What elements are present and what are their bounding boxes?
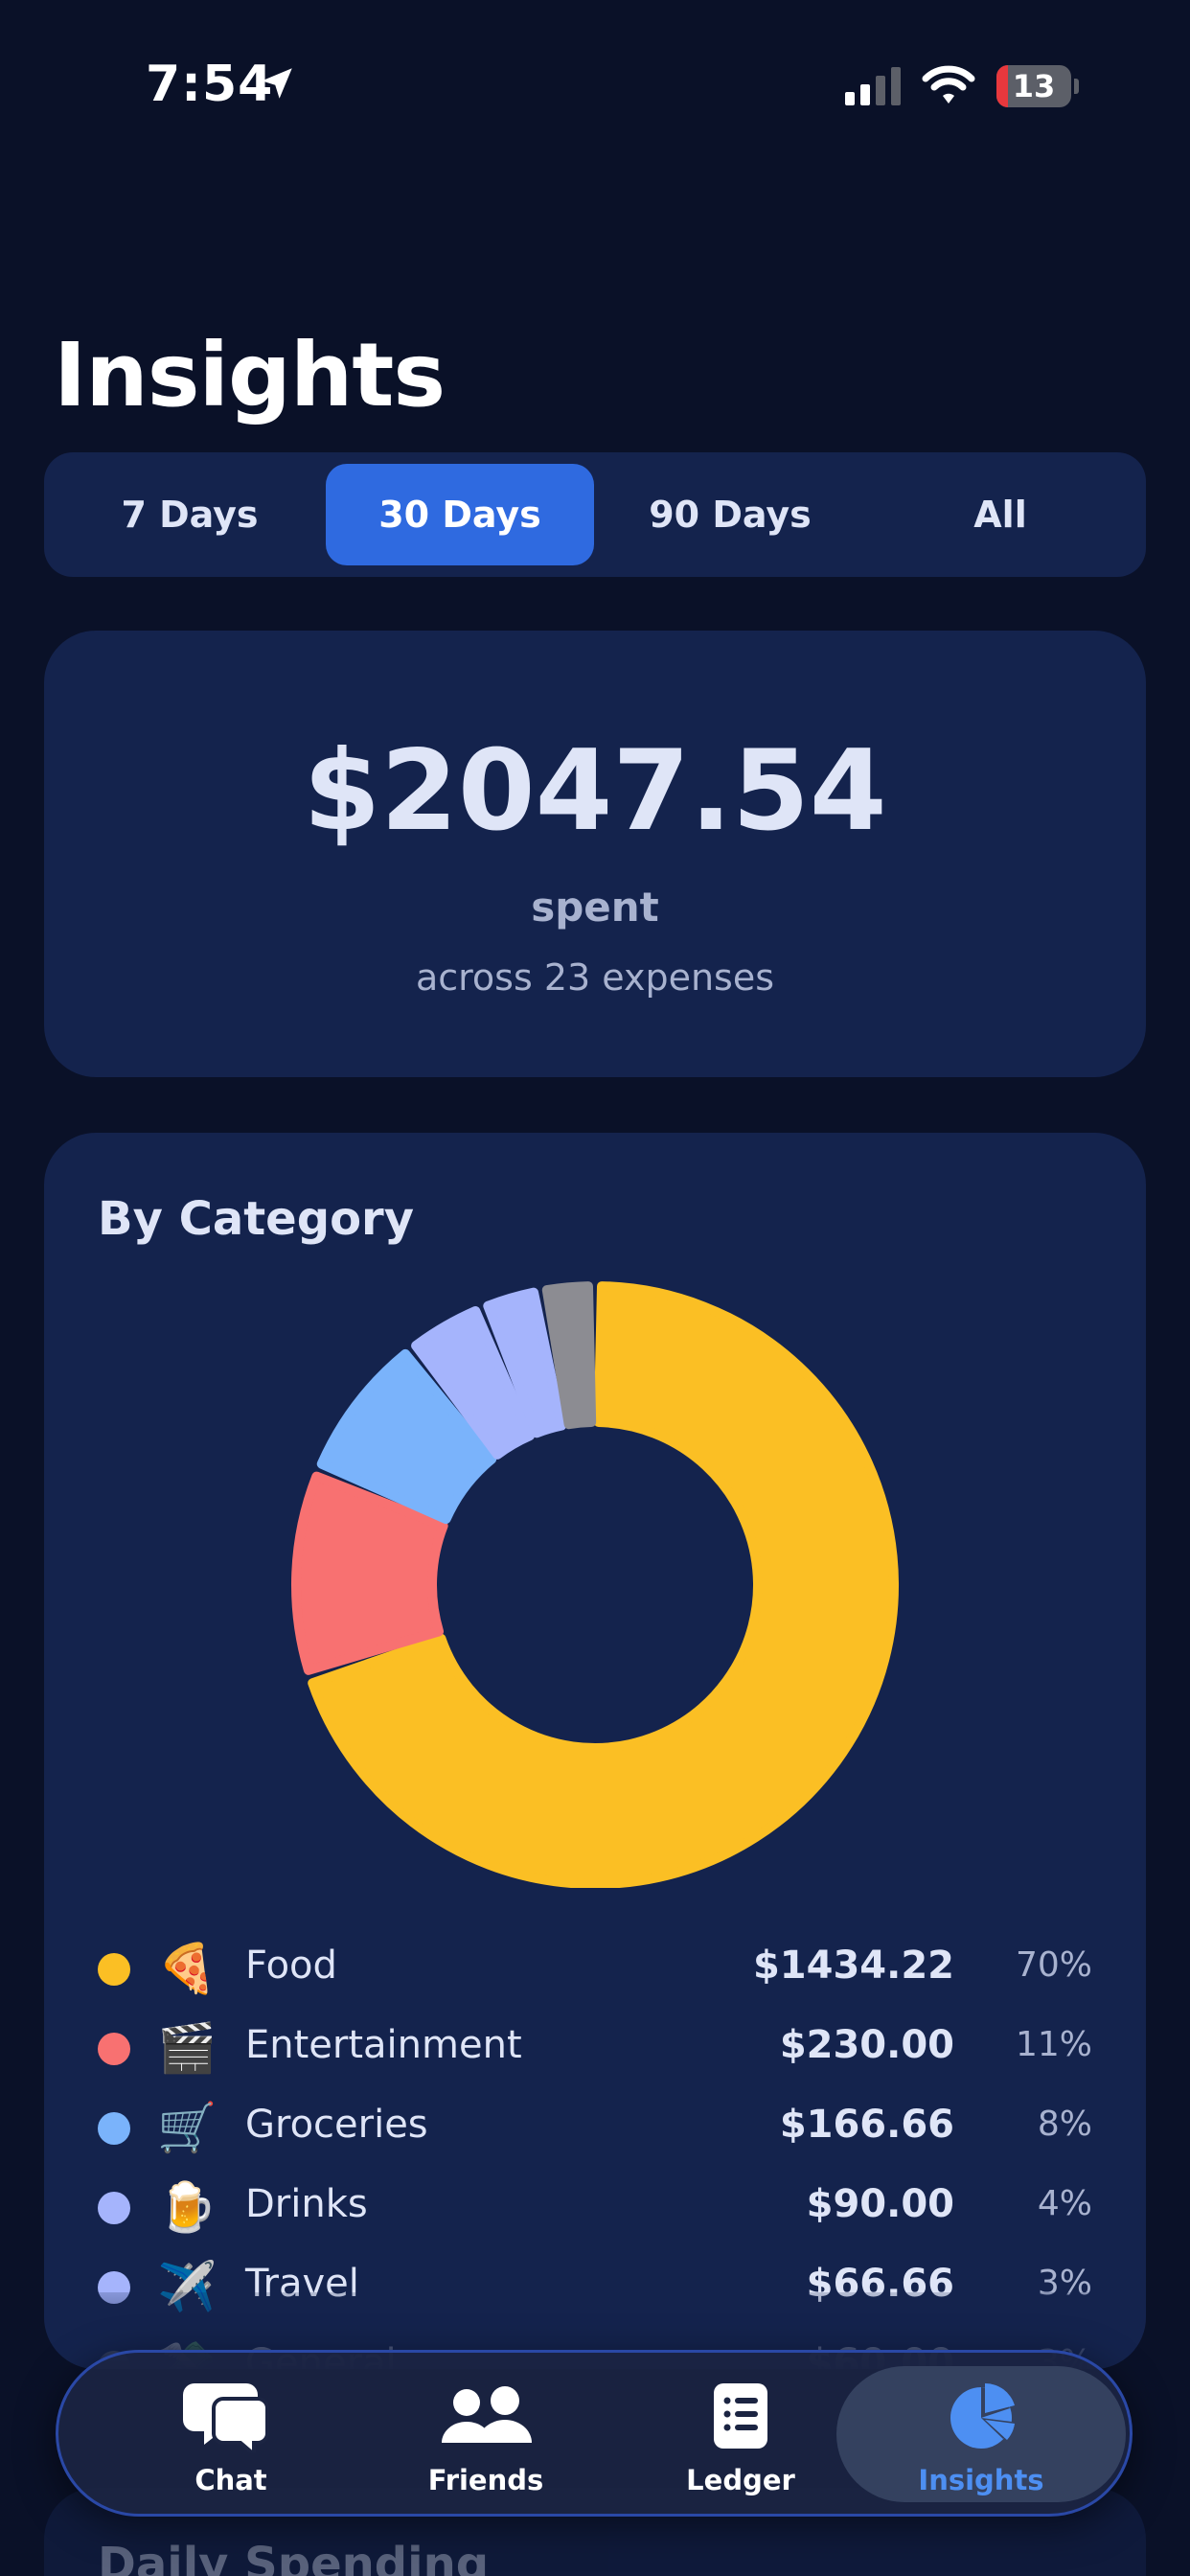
expense-count: across 23 expenses — [415, 956, 775, 999]
period-selector: 7 Days 30 Days 90 Days All — [44, 452, 1146, 577]
category-title: By Category — [98, 1192, 414, 1246]
list-document-icon — [714, 2383, 767, 2449]
tab-chat[interactable]: Chat — [106, 2353, 355, 2514]
battery-indicator: 13 — [996, 65, 1071, 107]
period-30-days[interactable]: 30 Days — [326, 464, 594, 565]
donut-slice-entertainment — [291, 1471, 448, 1675]
battery-fill — [996, 65, 1008, 107]
pie-chart-icon — [950, 2382, 1015, 2449]
category-name: Food — [245, 1944, 337, 1988]
period-all[interactable]: All — [973, 494, 1027, 536]
cellular-signal-icon — [845, 67, 901, 105]
tab-insights-label: Insights — [918, 2464, 1044, 2496]
legend-row[interactable]: 🛒 Groceries $166.66 8% — [44, 2089, 1146, 2168]
donut-slice-travel — [483, 1287, 567, 1438]
battery-cap — [1074, 79, 1079, 94]
donut-slice-general — [541, 1281, 597, 1430]
legend-row[interactable]: 🍺 Drinks $90.00 4% — [44, 2169, 1146, 2247]
tab-ledger[interactable]: Ledger — [616, 2353, 865, 2514]
category-emoji-icon: 🍺 — [157, 2179, 217, 2235]
category-amount: $230.00 — [779, 2023, 954, 2067]
period-7-days[interactable]: 7 Days — [121, 494, 259, 536]
category-name: Drinks — [245, 2182, 368, 2226]
tab-bar: Chat Friends Ledger Insights — [56, 2350, 1133, 2517]
legend-row[interactable]: 🍕 Food $1434.22 70% — [44, 1930, 1146, 2009]
daily-spending-title: Daily Spending — [98, 2538, 490, 2576]
category-amount: $90.00 — [806, 2182, 954, 2226]
wifi-icon — [922, 65, 975, 104]
category-amount: $1434.22 — [752, 1944, 954, 1988]
tab-friends[interactable]: Friends — [361, 2353, 610, 2514]
legend-color-dot — [98, 1953, 130, 1986]
period-90-days[interactable]: 90 Days — [649, 494, 812, 536]
category-emoji-icon: 🛒 — [157, 2100, 217, 2155]
category-percent: 11% — [1015, 2025, 1092, 2064]
donut-slice-food — [308, 1281, 899, 1888]
category-donut-chart — [291, 1281, 899, 1888]
legend-row[interactable]: 🎬 Entertainment $230.00 11% — [44, 2010, 1146, 2088]
tab-ledger-label: Ledger — [686, 2464, 795, 2496]
total-spent-card: $2047.54 spent across 23 expenses — [44, 631, 1146, 1077]
category-percent: 70% — [1015, 1945, 1092, 1985]
category-percent: 8% — [1037, 2104, 1092, 2144]
tab-friends-label: Friends — [427, 2464, 544, 2496]
category-emoji-icon: 🍕 — [157, 1941, 217, 1996]
category-amount: $166.66 — [779, 2103, 954, 2147]
category-card: By Category 🍕 Food $1434.22 70% 🎬 Entertainme… — [44, 1133, 1146, 2369]
chat-bubbles-icon — [183, 2383, 269, 2452]
category-name: Groceries — [245, 2103, 428, 2147]
total-label: spent — [531, 884, 659, 931]
status-bar: 7:54 13 — [0, 0, 1190, 172]
location-arrow-icon — [262, 68, 292, 99]
category-percent: 4% — [1037, 2184, 1092, 2223]
donut-slice-drinks — [411, 1306, 536, 1460]
legend-color-dot — [98, 2192, 130, 2224]
category-name: Entertainment — [245, 2023, 522, 2067]
donut-slice-groceries — [316, 1348, 497, 1525]
legend-color-dot — [98, 2033, 130, 2065]
people-icon — [442, 2386, 532, 2443]
legend-color-dot — [98, 2112, 130, 2145]
page-title: Insights — [54, 324, 446, 426]
battery-level: 13 — [1012, 68, 1056, 104]
total-amount: $2047.54 — [303, 726, 887, 856]
category-emoji-icon: 🎬 — [157, 2020, 217, 2076]
tab-insights[interactable]: Insights — [836, 2366, 1126, 2502]
tab-chat-label: Chat — [195, 2464, 267, 2496]
status-time: 7:54 — [146, 56, 274, 113]
